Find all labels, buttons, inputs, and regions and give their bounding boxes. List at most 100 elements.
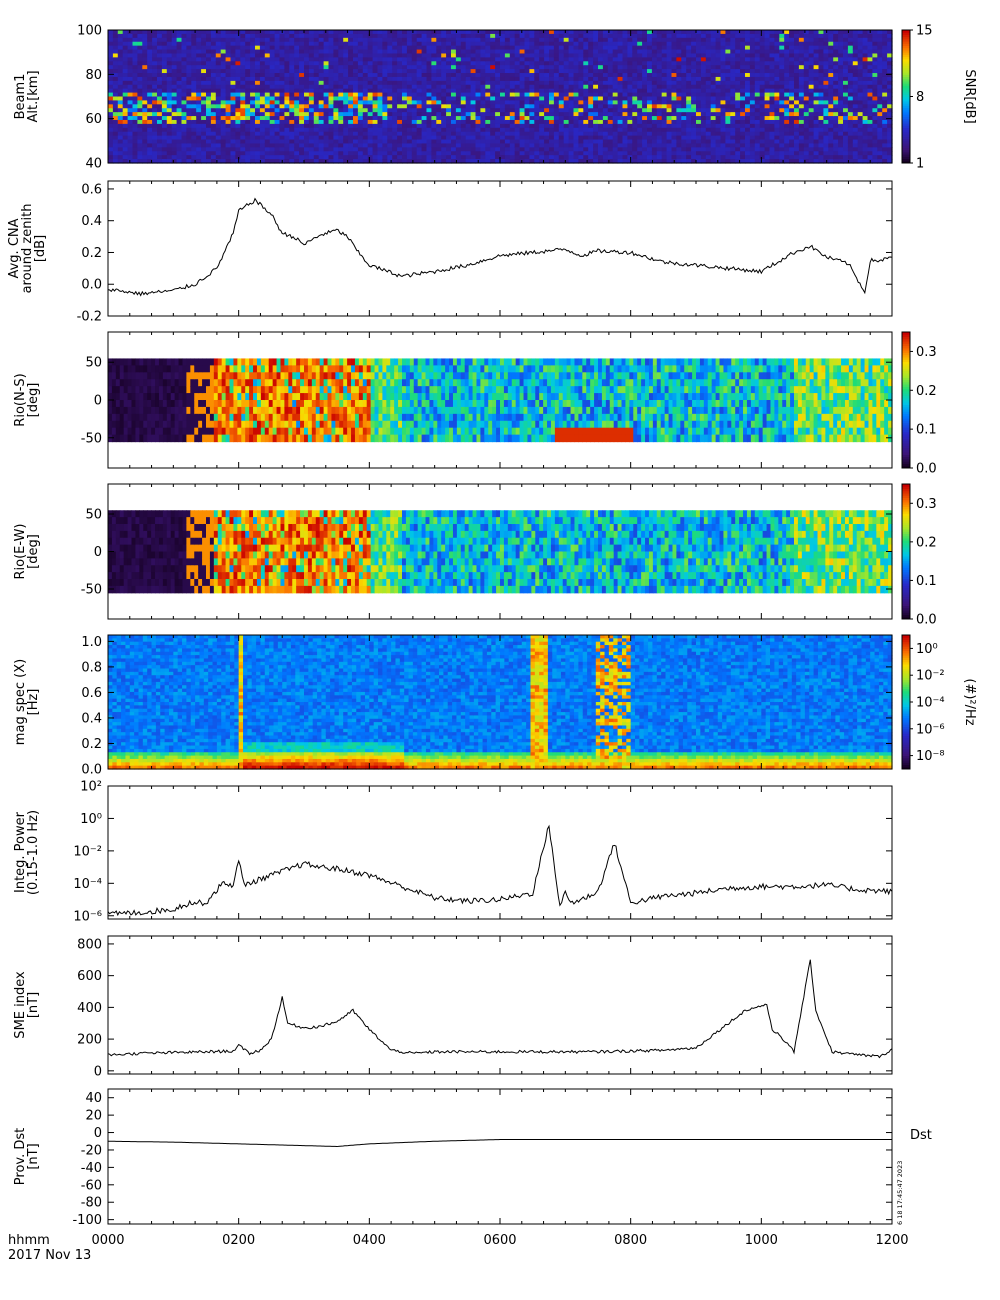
beam1-cell: [544, 73, 550, 78]
beam1-cell: [220, 61, 227, 66]
beam1-cell: [730, 73, 736, 78]
beam1-cell: [245, 76, 251, 82]
beam1-cell: [504, 108, 511, 113]
beam1-cell: [740, 69, 746, 74]
beam1-cell: [691, 112, 697, 117]
beam1-cell: [147, 92, 153, 98]
beam1-cell: [259, 53, 266, 58]
beam1-cell: [426, 53, 432, 58]
beam1-cell: [343, 37, 349, 43]
beam1-cell: [647, 139, 653, 145]
beam1-cell: [431, 119, 437, 125]
beam1-cell: [602, 30, 609, 35]
beam1-cell: [602, 112, 609, 117]
beam1-cell: [171, 131, 178, 137]
beam1-cell: [411, 112, 418, 117]
beam1-cell: [740, 88, 746, 94]
beam1-cell: [794, 104, 800, 109]
beam1-cell: [206, 151, 212, 156]
beam1-cell: [245, 116, 251, 121]
beam1-cell: [117, 127, 124, 133]
beam1-cell: [779, 92, 785, 98]
beam1-cell: [108, 69, 114, 74]
beam1-cell: [255, 88, 261, 94]
beam1-cell: [441, 45, 447, 51]
beam1-cell: [749, 135, 756, 141]
beam1-cell: [735, 65, 741, 70]
beam1-cell: [392, 37, 398, 43]
beam1-cell: [284, 76, 290, 82]
beam1-cell: [759, 143, 766, 148]
beam1-cell: [686, 80, 692, 86]
beam1-cell: [671, 37, 677, 43]
beam1-cell: [504, 53, 511, 58]
beam1-cell: [206, 135, 212, 141]
beam1-cell: [132, 116, 138, 121]
beam1-cell: [607, 127, 614, 133]
beam1-cell: [656, 155, 663, 160]
beam1-cell: [397, 108, 403, 113]
beam1-cell: [127, 84, 134, 90]
beam1-cell: [647, 76, 653, 82]
beam1-cell: [549, 49, 555, 55]
beam1-cell: [377, 116, 383, 121]
beam1-cell: [284, 119, 290, 125]
beam1-cell: [710, 61, 717, 66]
beam1-cell: [676, 100, 682, 105]
beam1-cell: [240, 45, 246, 51]
beam1-cell: [382, 151, 388, 156]
beam1-cell: [725, 108, 731, 113]
beam1-cell: [299, 92, 305, 98]
beam1-cell: [206, 65, 212, 70]
beam1-cell: [152, 80, 158, 86]
beam1-cell: [803, 73, 810, 78]
beam1-cell: [132, 131, 138, 137]
beam1-cell: [823, 92, 829, 98]
beam1-cell: [157, 143, 163, 148]
beam1-cell: [441, 147, 447, 152]
beam1-cell: [794, 127, 800, 133]
beam1-cell: [166, 104, 173, 109]
beam1-cell: [431, 147, 437, 152]
beam1-cell: [157, 123, 163, 129]
beam1-cell: [215, 135, 222, 141]
beam1-cell: [666, 41, 673, 47]
beam1-cell: [137, 30, 143, 35]
beam1-cell: [127, 147, 134, 152]
beam1-cell: [362, 76, 369, 82]
beam1-cell: [774, 37, 780, 43]
beam1-cell: [171, 45, 178, 51]
beam1-cell: [568, 37, 575, 43]
beam1-cell: [255, 123, 261, 129]
beam1-cell: [789, 116, 795, 121]
beam1-cell: [362, 135, 369, 141]
beam1-cell: [397, 76, 403, 82]
beam1-cell: [112, 151, 119, 156]
beam1-cell: [313, 84, 320, 90]
beam1-cell: [274, 88, 281, 94]
beam1-cell: [279, 92, 285, 98]
beam1-cell: [171, 33, 178, 39]
beam1-cell: [436, 65, 442, 70]
beam1-cell: [166, 80, 173, 86]
beam1-cell: [607, 76, 614, 82]
beam1-cell: [304, 92, 310, 98]
beam1-cell: [269, 61, 276, 66]
beam1-cell: [176, 57, 183, 62]
beam1-cell: [431, 135, 437, 141]
beam1-cell: [387, 116, 393, 121]
beam1-cell: [500, 61, 506, 66]
beam1-cell: [661, 119, 668, 125]
beam1-cell: [220, 135, 227, 141]
beam1-cell: [769, 49, 775, 55]
beam1-cell: [323, 119, 330, 125]
beam1-cell: [583, 159, 589, 164]
beam1-cell: [509, 88, 516, 94]
beam1-cell: [651, 123, 658, 129]
beam1-cell: [333, 57, 339, 62]
beam1-cell: [700, 92, 707, 98]
beam1-cell: [392, 80, 398, 86]
beam1-cell: [593, 104, 599, 109]
beam1-cell: [269, 73, 276, 78]
beam1-cell: [529, 143, 535, 148]
